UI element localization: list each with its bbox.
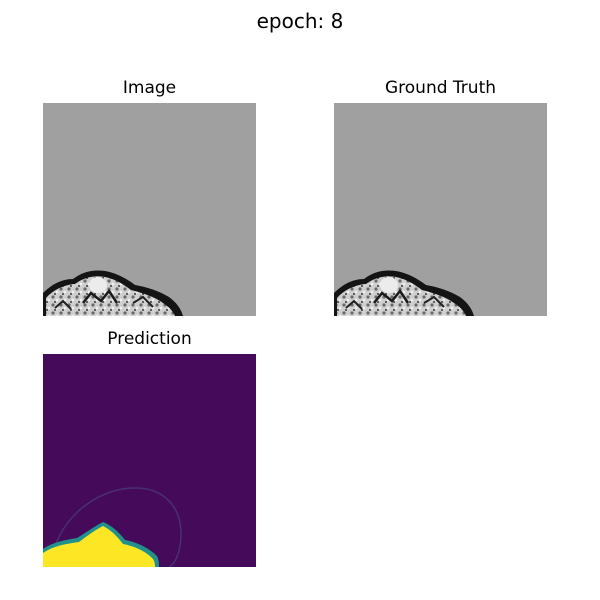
prediction-panel-title: Prediction — [107, 329, 192, 349]
ground-truth-panel — [334, 103, 547, 316]
figure-title: epoch: 8 — [256, 9, 344, 33]
mri-slice-image — [43, 103, 256, 316]
image-panel — [43, 103, 256, 316]
prediction-panel — [43, 354, 256, 567]
prediction-heatmap — [43, 354, 256, 567]
image-panel-title: Image — [122, 78, 177, 98]
ground-truth-panel-title: Ground Truth — [384, 78, 497, 98]
ground-truth-image — [334, 103, 547, 316]
